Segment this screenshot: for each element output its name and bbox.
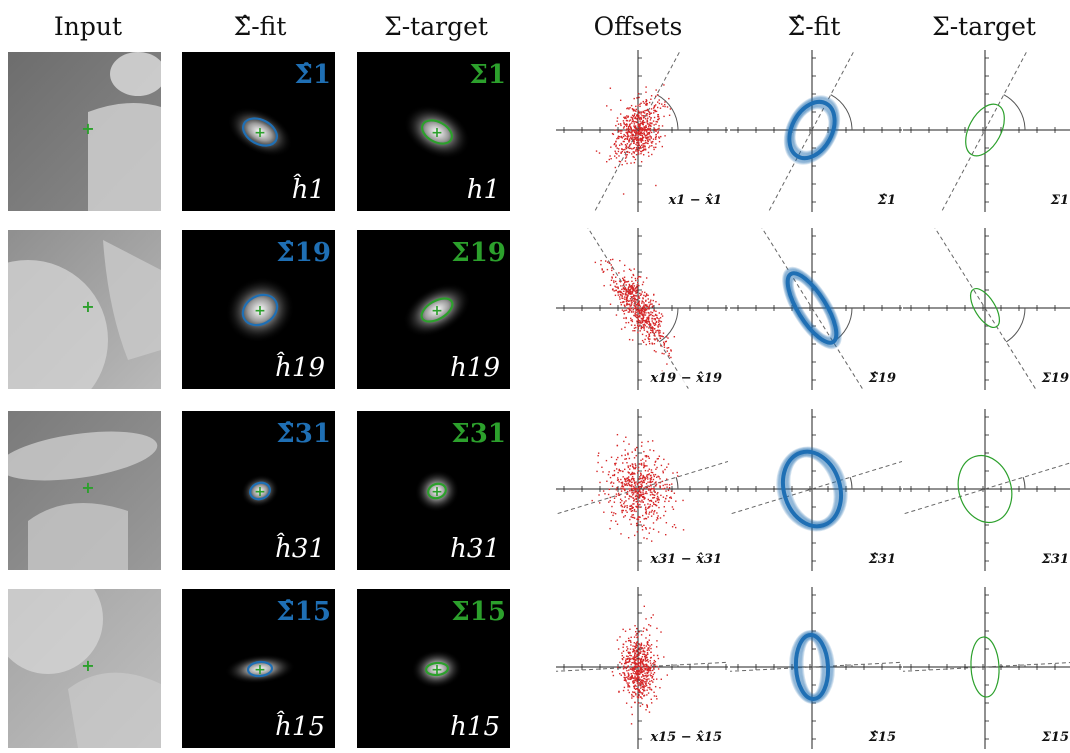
center-cross-marker: + (81, 656, 94, 675)
plot-target: Σ31 (850, 409, 1070, 571)
svg-text:+: + (431, 662, 443, 678)
sigma-label: Σ19 (451, 238, 506, 268)
plot-target-label: Σ31 (1041, 552, 1069, 567)
target-ellipse (424, 661, 450, 677)
heatmap-fit-tile: + Σ̂31 ĥ31 (182, 411, 335, 570)
plot-fit: Σ̂15 (672, 587, 952, 749)
h-hat-label: ĥ19 (275, 353, 325, 383)
plot-offsets-label: x31 − x̂31 (650, 552, 722, 567)
plot-offsets: x1 − x̂1 (556, 6, 728, 254)
plot-fit-label: Σ̂1 (877, 193, 896, 208)
h-hat-label: ĥ1 (291, 175, 325, 205)
plot-fit: Σ̂1 (730, 6, 902, 254)
header-input: Input (53, 12, 123, 41)
plot-target: Σ19 (903, 189, 1070, 427)
header-fit-2: Σ̂-fit (787, 12, 841, 41)
fit-ellipse (246, 660, 274, 678)
input-xray-image: + (0, 564, 161, 748)
sigma-hat-label: Σ̂19 (276, 238, 331, 268)
plot-offsets-label: x19 − x̂19 (650, 371, 722, 386)
plot-target-label: Σ15 (1041, 730, 1069, 745)
plot-offsets-label: x15 − x̂15 (650, 730, 722, 745)
svg-text:+: + (431, 484, 443, 500)
fit-ellipse (242, 117, 278, 147)
plot-fit: Σ̂19 (730, 189, 902, 427)
center-cross-marker: + (81, 119, 94, 138)
sigma-hat-label: Σ̂1 (294, 60, 331, 90)
plot-offsets: x31 − x̂31 (503, 409, 773, 571)
heatmap-target-tile: + Σ19 h19 (357, 230, 510, 389)
plot-offsets: x15 − x̂15 (498, 587, 778, 749)
svg-text:+: + (254, 662, 266, 678)
plot-offsets: x19 − x̂19 (556, 189, 728, 427)
sigma-hat-label: Σ̂31 (276, 419, 331, 449)
heatmap-fit-tile: + Σ̂19 ĥ19 (182, 230, 335, 389)
target-ellipse (420, 297, 454, 323)
target-ellipse (421, 119, 453, 145)
center-cross-marker: + (81, 297, 94, 316)
plot-fit-label: Σ̂31 (868, 552, 896, 567)
plot-target: Σ1 (903, 6, 1070, 254)
h-label: h19 (450, 353, 500, 383)
h-label: h31 (450, 534, 500, 564)
target-ellipse (427, 482, 447, 500)
plot-fit-label: Σ̂19 (868, 371, 896, 386)
svg-text:+: + (254, 303, 266, 319)
heatmap-target-tile: + Σ1 h1 (357, 52, 510, 211)
svg-text:+: + (254, 125, 266, 141)
header-target: Σ-target (384, 12, 488, 41)
svg-text:+: + (431, 303, 443, 319)
heatmap-fit-tile: + Σ̂1 ĥ1 (182, 52, 335, 211)
fit-ellipse (241, 293, 279, 327)
header-fit: Σ̂-fit (233, 12, 287, 41)
header-target-2: Σ-target (932, 12, 1036, 41)
svg-text:+: + (254, 484, 266, 500)
center-cross-marker: + (81, 478, 94, 497)
plot-offsets-label: x1 − x̂1 (668, 193, 722, 208)
heatmap-target-tile: + Σ31 h31 (357, 411, 510, 570)
h-label: h15 (450, 712, 500, 742)
sigma-label: Σ1 (469, 60, 506, 90)
h-hat-label: ĥ15 (275, 712, 325, 742)
sigma-hat-label: Σ̂15 (276, 597, 331, 627)
h-hat-label: ĥ31 (275, 534, 325, 564)
plot-fit-label: Σ̂15 (868, 730, 896, 745)
plot-fit: Σ̂31 (677, 409, 947, 571)
input-xray-image: + (8, 52, 166, 211)
header-offsets: Offsets (593, 12, 683, 41)
h-label: h1 (466, 175, 500, 205)
svg-text:+: + (431, 125, 443, 141)
sigma-label: Σ15 (451, 597, 506, 627)
heatmap-target-tile: + Σ15 h15 (357, 589, 510, 748)
plot-target-label: Σ1 (1050, 193, 1069, 208)
fit-ellipse (249, 481, 271, 501)
heatmap-fit-tile: + Σ̂15 ĥ15 (182, 589, 335, 748)
plot-target-label: Σ19 (1041, 371, 1069, 386)
input-xray-image: + (0, 230, 161, 420)
plot-target: Σ15 (845, 587, 1070, 749)
input-xray-image: + (0, 411, 161, 570)
sigma-label: Σ31 (451, 419, 506, 449)
